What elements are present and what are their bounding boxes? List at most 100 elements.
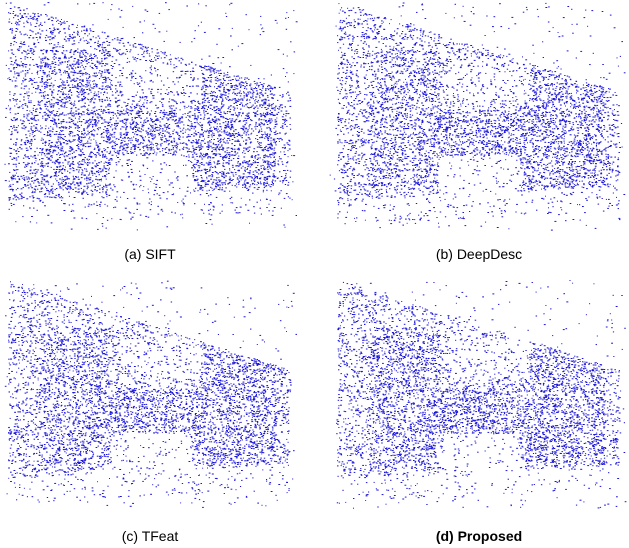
point-mark xyxy=(97,113,100,115)
point-mark xyxy=(193,122,196,124)
point-mark xyxy=(87,130,89,132)
point-mark xyxy=(209,85,212,87)
point-mark xyxy=(155,104,157,106)
point-mark xyxy=(83,26,86,28)
point-mark xyxy=(94,83,97,85)
point-mark xyxy=(60,74,62,76)
point-mark xyxy=(30,143,33,145)
point-mark xyxy=(270,148,273,150)
point-mark xyxy=(252,162,255,164)
point-mark xyxy=(70,149,73,151)
point-mark xyxy=(282,127,284,129)
point-mark xyxy=(104,175,106,177)
point-mark xyxy=(243,95,246,97)
point-mark xyxy=(8,198,11,200)
point-mark xyxy=(27,119,29,121)
point-mark xyxy=(208,100,210,101)
point-mark xyxy=(103,156,106,158)
point-mark xyxy=(149,67,152,69)
point-mark xyxy=(244,77,246,79)
point-mark xyxy=(89,75,91,77)
point-mark xyxy=(54,175,56,177)
point-mark xyxy=(116,50,118,52)
point-mark xyxy=(157,119,160,121)
point-mark xyxy=(252,171,255,173)
point-mark xyxy=(161,142,163,144)
point-mark xyxy=(253,151,255,153)
point-mark xyxy=(274,109,276,111)
point-mark xyxy=(115,92,117,94)
point-mark xyxy=(216,162,219,164)
point-mark xyxy=(99,148,101,150)
point-mark xyxy=(60,22,63,24)
point-mark xyxy=(110,84,113,86)
point-mark xyxy=(74,107,77,109)
point-mark xyxy=(48,134,51,136)
point-mark xyxy=(126,61,128,63)
point-mark xyxy=(266,207,268,208)
point-mark xyxy=(117,100,118,102)
point-mark xyxy=(234,150,236,152)
point-mark xyxy=(259,104,262,106)
point-mark xyxy=(30,17,33,19)
point-mark xyxy=(102,155,104,157)
point-mark xyxy=(281,96,283,98)
point-mark xyxy=(102,76,105,78)
point-mark xyxy=(86,59,88,61)
point-mark xyxy=(108,121,111,123)
point-mark xyxy=(204,78,206,80)
point-mark xyxy=(180,131,182,133)
point-mark xyxy=(75,176,78,178)
point-mark xyxy=(174,120,176,122)
point-mark xyxy=(151,125,154,127)
point-mark xyxy=(274,161,276,163)
point-mark xyxy=(145,70,147,72)
point-mark xyxy=(270,91,271,93)
point-mark xyxy=(182,198,184,200)
point-mark xyxy=(209,71,212,73)
point-mark xyxy=(242,128,245,130)
point-mark xyxy=(49,145,52,147)
point-mark xyxy=(20,46,22,48)
point-mark xyxy=(171,145,174,147)
point-mark xyxy=(62,102,64,104)
point-mark xyxy=(23,99,25,101)
point-mark xyxy=(273,132,275,133)
point-mark xyxy=(161,130,164,132)
point-mark xyxy=(138,43,140,45)
point-mark xyxy=(103,51,106,53)
point-mark xyxy=(223,75,225,77)
point-mark xyxy=(9,70,12,72)
point-mark xyxy=(16,48,18,50)
point-mark xyxy=(41,76,44,78)
point-mark xyxy=(61,197,64,199)
point-mark xyxy=(199,162,201,164)
point-mark xyxy=(104,78,107,80)
point-mark xyxy=(233,154,235,156)
point-mark xyxy=(230,180,233,181)
point-mark xyxy=(71,149,74,151)
point-mark xyxy=(219,153,221,155)
point-mark xyxy=(150,147,153,149)
point-mark xyxy=(64,87,66,89)
point-mark xyxy=(35,37,38,38)
point-mark xyxy=(93,153,94,155)
point-mark xyxy=(63,28,66,30)
point-mark xyxy=(59,141,61,143)
point-mark xyxy=(62,142,65,144)
point-mark xyxy=(146,117,148,119)
point-mark xyxy=(105,121,107,123)
point-mark xyxy=(57,103,59,105)
point-mark xyxy=(80,83,82,85)
point-mark xyxy=(21,52,23,54)
point-mark xyxy=(270,118,273,120)
point-mark xyxy=(55,46,57,48)
point-mark xyxy=(141,124,144,126)
point-mark xyxy=(11,32,13,34)
point-mark xyxy=(37,102,40,104)
point-mark xyxy=(40,92,42,94)
point-mark xyxy=(209,66,212,68)
point-mark xyxy=(41,127,43,129)
point-mark xyxy=(250,141,253,143)
point-mark xyxy=(168,132,170,134)
